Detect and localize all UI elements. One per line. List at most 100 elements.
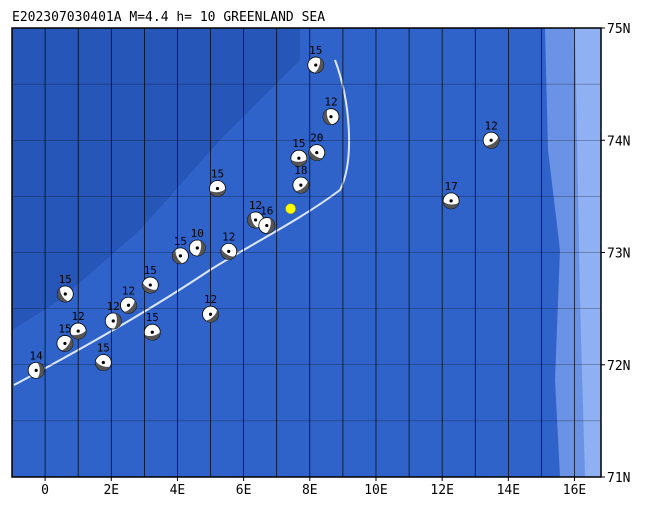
focal-mechanism xyxy=(482,131,500,149)
focal-mechanism xyxy=(209,180,226,197)
x-tick-label: 8E xyxy=(302,483,318,498)
beachball-compression xyxy=(323,109,334,125)
event-depth-label: 18 xyxy=(294,164,307,177)
event-depth-label: 14 xyxy=(30,349,44,362)
beachball-compression xyxy=(60,337,73,352)
event-depth-label: 15 xyxy=(58,322,71,335)
beachball-center xyxy=(297,156,301,160)
beachball-compression xyxy=(195,240,206,256)
event-depth-label: 12 xyxy=(72,310,85,323)
y-tick-label: 71N xyxy=(607,471,630,486)
beachball-center xyxy=(329,115,333,119)
x-tick-label: 0 xyxy=(41,483,49,498)
beachball-compression xyxy=(204,308,219,323)
event-depth-label: 15 xyxy=(146,311,159,324)
focal-mechanism xyxy=(172,247,189,265)
event-depth-label: 15 xyxy=(174,235,187,248)
beachball-center xyxy=(314,63,318,67)
beachball-center xyxy=(76,329,80,333)
y-tick-label: 73N xyxy=(607,247,630,262)
beachball-center xyxy=(111,319,115,323)
focal-mechanism xyxy=(69,322,87,340)
event-depth-label: 15 xyxy=(59,273,72,286)
focal-mechanism xyxy=(94,354,112,371)
x-tick-label: 4E xyxy=(170,483,186,498)
beachball-center xyxy=(63,341,67,346)
x-tick-label: 16E xyxy=(563,483,586,498)
focal-mechanism xyxy=(258,217,276,234)
event-depth-label: 12 xyxy=(485,119,498,132)
beachball-compression xyxy=(443,200,460,209)
x-tick-label: 14E xyxy=(497,483,520,498)
focal-mechanism xyxy=(188,239,206,257)
beachball-center xyxy=(126,303,131,307)
beachball-center xyxy=(208,312,213,316)
focal-mechanism xyxy=(220,242,238,260)
beachball-center xyxy=(489,138,493,142)
beachball-center xyxy=(265,223,269,228)
focal-mechanism xyxy=(56,285,74,303)
beachball-center xyxy=(150,330,154,334)
x-tick-label: 2E xyxy=(103,483,119,498)
event-depth-label: 12 xyxy=(249,199,262,212)
y-tick-label: 75N xyxy=(607,22,630,37)
x-tick-label: 12E xyxy=(430,483,453,498)
focal-mechanism xyxy=(442,192,460,210)
beachball-compression xyxy=(209,187,226,197)
beachball-center xyxy=(34,368,38,372)
beachball-center xyxy=(315,150,319,155)
map-title: E202307030401A M=4.4 h= 10 GREENLAND SEA xyxy=(12,10,325,25)
beachball-compression xyxy=(247,212,259,228)
focal-mechanism xyxy=(292,176,310,194)
focal-mechanism xyxy=(307,56,325,74)
event-depth-label: 12 xyxy=(324,96,337,109)
event-depth-label: 12 xyxy=(122,284,135,297)
focal-mechanism xyxy=(202,305,219,323)
beachball-compression xyxy=(95,359,111,371)
focal-mechanism xyxy=(308,144,326,161)
event-depth-label: 16 xyxy=(260,205,273,218)
focal-mechanism xyxy=(141,276,159,294)
beachball-compression xyxy=(70,328,87,340)
focal-mechanism xyxy=(120,296,137,314)
focal-mechanism xyxy=(143,323,161,341)
main-epicenter xyxy=(285,203,296,214)
beachball-compression xyxy=(36,362,45,379)
ridge-axis xyxy=(13,59,351,386)
focal-mechanism xyxy=(322,108,340,126)
beachball-center xyxy=(101,360,105,365)
beachball-center xyxy=(215,186,220,191)
y-tick-label: 72N xyxy=(607,359,630,374)
event-depth-label: 15 xyxy=(309,44,322,57)
focal-mechanism xyxy=(56,335,74,352)
map-frame xyxy=(11,27,602,478)
event-depth-label: 15 xyxy=(211,168,224,181)
beachball-compression xyxy=(112,313,122,329)
beachball-compression xyxy=(220,247,236,260)
beachball-compression xyxy=(290,158,307,167)
event-depth-label: 15 xyxy=(97,342,110,355)
beachball-compression xyxy=(123,299,137,314)
event-depth-label: 15 xyxy=(144,264,157,277)
focal-mechanism xyxy=(290,149,308,167)
event-depth-label: 20 xyxy=(310,132,323,145)
beachball-compression xyxy=(294,180,309,194)
event-depth-label: 12 xyxy=(222,230,235,243)
event-depth-label: 17 xyxy=(444,180,457,193)
event-depth-label: 12 xyxy=(107,300,120,313)
beachball-compression xyxy=(308,147,324,161)
beachball-center xyxy=(449,199,453,203)
beachball-compression xyxy=(144,330,161,341)
focal-mechanism xyxy=(104,312,122,330)
x-tick-label: 10E xyxy=(364,483,387,498)
beachball-compression xyxy=(172,248,185,264)
beachball-compression xyxy=(264,217,275,234)
beachball-center xyxy=(227,249,231,253)
beachball-center xyxy=(148,283,152,287)
beachball-compression xyxy=(484,135,500,149)
y-tick-label: 74N xyxy=(607,134,630,149)
beachball-center xyxy=(195,246,199,250)
beachball-compression xyxy=(313,57,324,74)
beachball-center xyxy=(253,218,258,222)
